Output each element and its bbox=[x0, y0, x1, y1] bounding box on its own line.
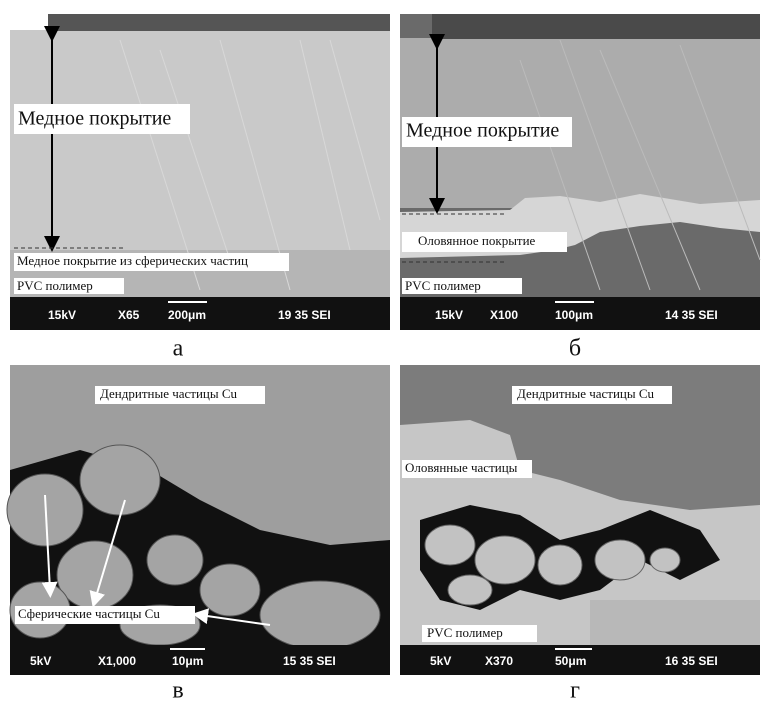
info: 19 35 SEI bbox=[278, 308, 331, 322]
annotation: PVC полимер bbox=[405, 278, 481, 293]
voltage: 15kV bbox=[48, 308, 76, 322]
polymer bbox=[590, 600, 760, 645]
annotation: Дендритные частицы Cu bbox=[517, 386, 655, 401]
voltage: 15kV bbox=[435, 308, 463, 322]
panel-d: Дендритные частицы Cu Оловянные частицы … bbox=[400, 365, 760, 702]
info: 15 35 SEI bbox=[283, 654, 336, 668]
annotation: Медное покрытие bbox=[18, 108, 171, 130]
scale: 10μm bbox=[172, 654, 203, 668]
annotation: Сферические частицы Cu bbox=[18, 606, 160, 621]
annotation: Дендритные частицы Cu bbox=[100, 386, 238, 401]
info: 16 35 SEI bbox=[665, 654, 718, 668]
voltage: 5kV bbox=[430, 654, 451, 668]
annotation: Медное покрытие из сферических частиц bbox=[17, 253, 248, 268]
annotation: Оловянное покрытие bbox=[418, 233, 536, 248]
scale: 100μm bbox=[555, 308, 593, 322]
caption: б bbox=[569, 336, 581, 362]
scale: 200μm bbox=[168, 308, 206, 322]
panel-a: Медное покрытие Медное покрытие из сфери… bbox=[10, 14, 390, 362]
caption: в bbox=[172, 678, 183, 702]
info: 14 35 SEI bbox=[665, 308, 718, 322]
caption: а bbox=[173, 336, 184, 362]
magnification: X1,000 bbox=[98, 654, 136, 668]
panel-c: Дендритные частицы Cu Сферические частиц… bbox=[7, 365, 390, 702]
caption: г bbox=[570, 678, 580, 702]
top-band bbox=[48, 14, 390, 31]
magnification: X100 bbox=[490, 308, 518, 322]
annotation: PVC полимер bbox=[427, 625, 503, 640]
scale: 50μm bbox=[555, 654, 586, 668]
top-band bbox=[432, 14, 760, 39]
figure: Медное покрытие Медное покрытие из сфери… bbox=[0, 0, 765, 702]
annotation: Медное покрытие bbox=[406, 120, 559, 142]
annotation: Оловянные частицы bbox=[405, 460, 518, 475]
magnification: X370 bbox=[485, 654, 513, 668]
annotation: PVC полимер bbox=[17, 278, 93, 293]
voltage: 5kV bbox=[30, 654, 51, 668]
panel-b: Медное покрытие Оловянное покрытие PVC п… bbox=[400, 14, 760, 362]
magnification: X65 bbox=[118, 308, 140, 322]
